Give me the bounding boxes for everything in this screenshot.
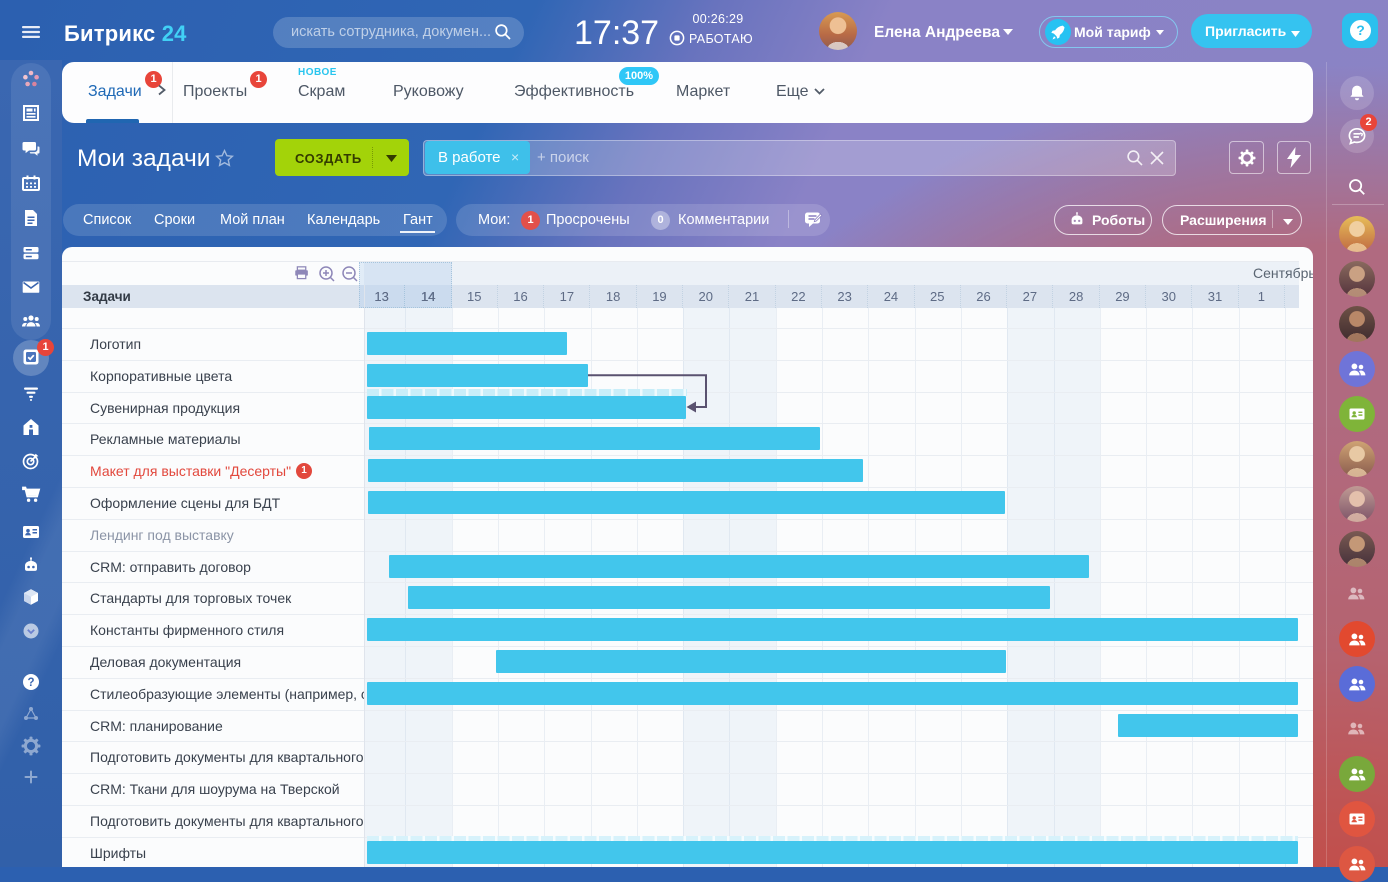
svg-text:?: ? [27,677,34,689]
